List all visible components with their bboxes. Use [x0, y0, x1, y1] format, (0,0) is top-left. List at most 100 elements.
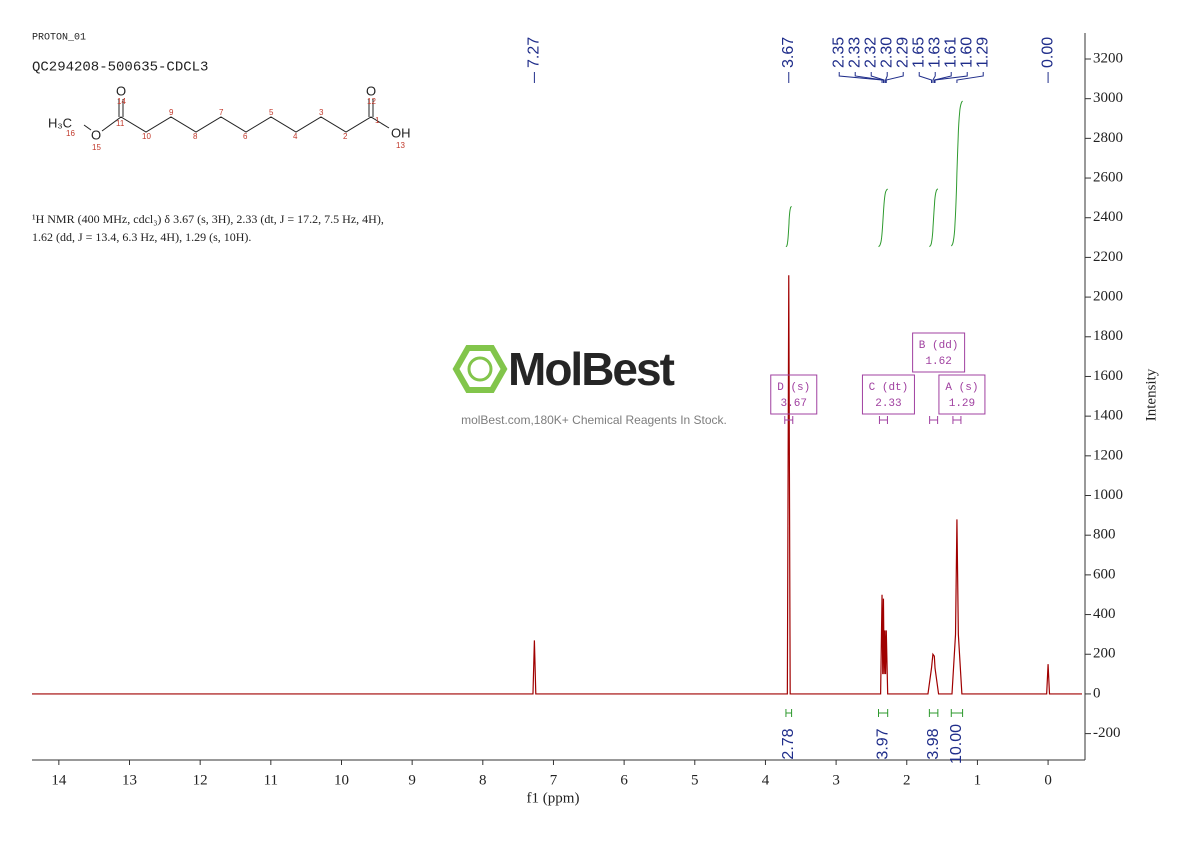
peak-label: 1.63	[926, 37, 943, 68]
atom: OH	[391, 125, 411, 140]
y-tick-label: 3200	[1093, 50, 1123, 66]
watermark-tagline: molBest.com,180K+ Chemical Reagents In S…	[461, 413, 727, 427]
integral-label: 10.00	[948, 724, 965, 764]
atom-number: 14	[117, 97, 126, 106]
structure: H₃C O O O OH 16 15 14 11 10 9 8 7 6 5 4 …	[48, 83, 411, 152]
integral-curve	[785, 205, 792, 248]
y-tick-label: -200	[1093, 725, 1121, 741]
nmr-description: 1.62 (dd, J = 13.4, 6.3 Hz, 4H), 1.29 (s…	[32, 230, 251, 244]
atom-number: 10	[142, 132, 151, 141]
y-tick-label: 400	[1093, 606, 1116, 622]
peak-label: 1.29	[974, 37, 991, 68]
peak-label: 0.00	[1039, 37, 1056, 68]
atom-number: 3	[319, 108, 324, 117]
x-tick-label: 6	[620, 772, 628, 788]
x-tick-label: 11	[264, 772, 278, 788]
integral-bracket	[785, 709, 793, 717]
x-tick-label: 1	[974, 772, 982, 788]
multiplet-box	[770, 374, 818, 415]
x-axis-label: f1 (ppm)	[527, 790, 580, 806]
peak-label: 1.61	[942, 37, 959, 68]
peak-label: 1.60	[958, 37, 975, 68]
atom-number: 15	[92, 143, 101, 152]
integral-bracket	[950, 709, 964, 717]
y-tick-label: 2000	[1093, 289, 1123, 305]
peak-leader	[854, 72, 884, 83]
x-tick-label: 12	[193, 772, 208, 788]
watermark-logo: MolBest	[508, 343, 675, 395]
multiplet-marker	[952, 416, 962, 424]
integral-label: 3.98	[925, 728, 942, 759]
title: PROTON_01	[32, 33, 86, 44]
y-tick-label: 200	[1093, 646, 1116, 662]
atom-number: 6	[243, 132, 248, 141]
peak-leader	[932, 72, 936, 83]
multiplet-box	[938, 374, 986, 415]
y-tick-label: 1400	[1093, 408, 1123, 424]
peak-label: 2.33	[846, 37, 863, 68]
y-axis-label: Intensity	[1143, 368, 1159, 421]
bond	[83, 124, 92, 131]
peak-leader	[934, 72, 968, 83]
atom-number: 1	[375, 116, 380, 125]
multiplet-shift: 1.29	[949, 398, 975, 410]
atom: O	[91, 127, 101, 142]
y-tick-label: 1600	[1093, 368, 1123, 384]
peak-leader	[918, 72, 932, 83]
y-tick-label: 1200	[1093, 447, 1123, 463]
x-tick-label: 4	[762, 772, 770, 788]
integral-bracket	[928, 709, 939, 717]
atom-number: 12	[367, 97, 376, 106]
multiplet-marker	[784, 416, 794, 424]
multiplet-shift: 3.67	[781, 398, 807, 410]
peak-label: 2.30	[878, 37, 895, 68]
peak-label: 1.65	[910, 37, 927, 68]
atom-number: 7	[219, 108, 224, 117]
x-tick-label: 3	[832, 772, 840, 788]
peak-leader	[956, 72, 984, 83]
y-tick-label: 2400	[1093, 209, 1123, 225]
x-tick-label: 13	[122, 772, 137, 788]
y-tick-label: 1000	[1093, 487, 1123, 503]
peak-label: 2.35	[830, 37, 847, 68]
multiplet-label: B (dd)	[919, 340, 959, 352]
y-tick-label: 2200	[1093, 249, 1123, 265]
atom-number: 11	[116, 119, 125, 128]
multiplet-marker	[929, 416, 939, 424]
integral-bracket	[878, 709, 889, 717]
spectrum-line	[32, 275, 1082, 695]
integral-label: 2.78	[780, 728, 797, 759]
atom-number: 8	[193, 132, 198, 141]
peak-leader	[885, 72, 888, 83]
x-tick-label: 5	[691, 772, 699, 788]
logo-icon	[452, 345, 508, 393]
peak-leader	[885, 72, 904, 83]
peak-label: 2.29	[894, 37, 911, 68]
atom: O	[366, 83, 376, 98]
atom: O	[116, 83, 126, 98]
y-tick-label: 1800	[1093, 328, 1123, 344]
multiplet-marker	[878, 416, 888, 424]
multiplet-label: A (s)	[945, 382, 978, 394]
multiplet-label: D (s)	[777, 382, 810, 394]
atom-number: 13	[396, 141, 405, 150]
atom-number: 16	[66, 129, 75, 138]
peak-label: 3.67	[780, 37, 797, 68]
x-tick-label: 14	[51, 772, 67, 788]
peak-label: 2.32	[862, 37, 879, 68]
subtitle: QC294208-500635-CDCL3	[32, 60, 208, 76]
logo-icon	[467, 356, 493, 382]
multiplet-shift: 2.33	[875, 398, 901, 410]
atom: H₃C	[48, 115, 72, 130]
multiplet-shift: 1.62	[925, 356, 951, 368]
x-tick-label: 2	[903, 772, 911, 788]
watermark: MolBest molBest.com,180K+ Chemical Reage…	[452, 343, 727, 427]
atom-number: 4	[293, 132, 298, 141]
atom-number: 5	[269, 108, 274, 117]
multiplet-label: C (dt)	[869, 382, 909, 394]
integral-label: 3.97	[874, 728, 891, 759]
integral-curve	[929, 188, 939, 248]
bond	[101, 116, 390, 133]
integral-curve	[878, 188, 888, 248]
multiplet-box	[861, 374, 915, 415]
